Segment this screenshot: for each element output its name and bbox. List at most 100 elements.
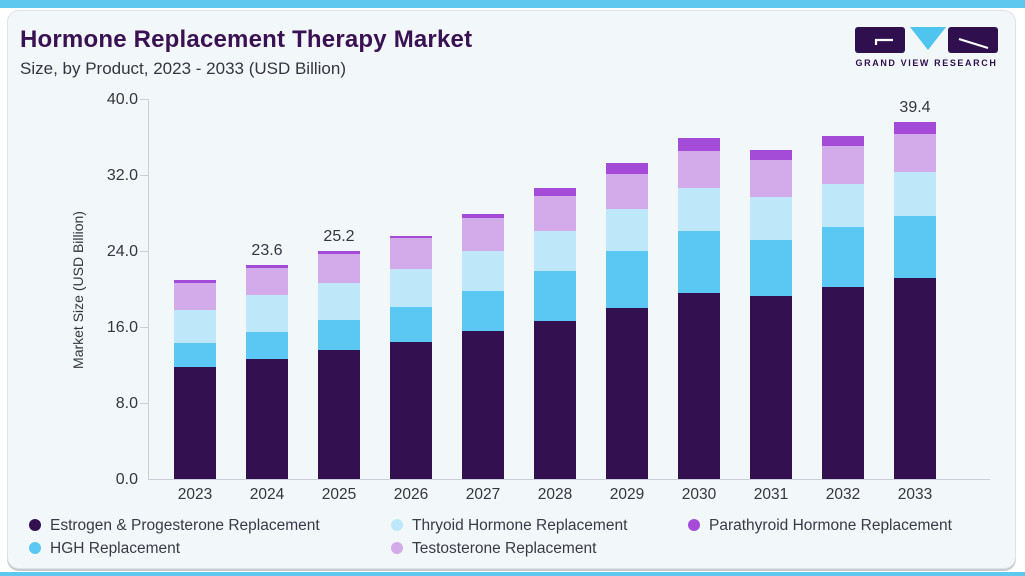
bar-2032-thryoid-hormone-replacement: [822, 183, 864, 227]
bar-2032-hgh-replacement: [822, 226, 864, 288]
x-axis-line: [148, 479, 990, 480]
legend-dot-thryoid-hormone-replacement: [391, 519, 403, 531]
bar-2033-testosterone-replacement: [894, 134, 936, 173]
x-axis-label-2025: 2025: [321, 486, 357, 503]
bar-2023-thryoid-hormone-replacement: [174, 309, 216, 344]
bar-2023-estrogen-progesterone-replacement: [174, 366, 216, 479]
bar-2025-estrogen-progesterone-replacement: [318, 350, 360, 479]
bar-2023-parathyroid-hormone-replacement: [174, 279, 216, 283]
bar-2029-parathyroid-hormone-replacement: [606, 163, 648, 174]
legend-dot-estrogen-progesterone-replacement: [29, 519, 41, 531]
y-tick-mark: [140, 327, 148, 328]
bar-2026-testosterone-replacement: [390, 238, 432, 270]
bar-2026-thryoid-hormone-replacement: [390, 269, 432, 308]
bar-2028-parathyroid-hormone-replacement: [534, 187, 576, 196]
y-tick-mark: [140, 403, 148, 404]
x-axis-label-2030: 2030: [681, 486, 717, 503]
bar-2028-estrogen-progesterone-replacement: [534, 320, 576, 479]
bar-2031-estrogen-progesterone-replacement: [750, 296, 792, 479]
bar-2027-estrogen-progesterone-replacement: [462, 331, 504, 479]
bar-2027-parathyroid-hormone-replacement: [462, 213, 504, 219]
bar-2032-estrogen-progesterone-replacement: [822, 287, 864, 479]
legend-label-parathyroid-hormone-replacement: Parathyroid Hormone Replacement: [709, 517, 952, 534]
y-tick-mark: [140, 251, 148, 252]
bar-2029-estrogen-progesterone-replacement: [606, 307, 648, 479]
bar-2033-hgh-replacement: [894, 215, 936, 279]
y-axis-title: Market Size (USD Billion): [70, 211, 86, 369]
legend-dot-testosterone-replacement: [391, 542, 403, 554]
y-tick-label: 24.0: [106, 243, 138, 260]
y-axis-line: [148, 99, 149, 480]
bar-2028-testosterone-replacement: [534, 195, 576, 232]
x-axis-label-2031: 2031: [753, 486, 789, 503]
bar-2026-parathyroid-hormone-replacement: [390, 235, 432, 239]
bar-2023-hgh-replacement: [174, 343, 216, 367]
bar-2030-estrogen-progesterone-replacement: [678, 293, 720, 479]
grand-view-research-logo: GRAND VIEW RESEARCH: [855, 27, 998, 69]
gvr-logo-text: GRAND VIEW RESEARCH: [855, 58, 998, 68]
legend-dot-parathyroid-hormone-replacement: [688, 519, 700, 531]
page-title: Hormone Replacement Therapy Market: [20, 26, 473, 53]
y-tick-label: 0.0: [115, 471, 138, 488]
x-axis-label-2026: 2026: [393, 486, 429, 503]
bar-2031-thryoid-hormone-replacement: [750, 196, 792, 241]
bar-2027-testosterone-replacement: [462, 218, 504, 251]
bar-2030-hgh-replacement: [678, 231, 720, 294]
bar-2030-testosterone-replacement: [678, 151, 720, 189]
bar-2029-testosterone-replacement: [606, 174, 648, 210]
legend-label-hgh-replacement: HGH Replacement: [50, 540, 181, 557]
x-axis-label-2024: 2024: [249, 486, 285, 503]
bar-2024-hgh-replacement: [246, 332, 288, 359]
legend-label-testosterone-replacement: Testosterone Replacement: [412, 540, 597, 557]
bar-2028-hgh-replacement: [534, 270, 576, 321]
bar-2025-parathyroid-hormone-replacement: [318, 250, 360, 254]
bar-2030-thryoid-hormone-replacement: [678, 188, 720, 232]
x-axis-label-2032: 2032: [825, 486, 861, 503]
y-tick-label: 40.0: [106, 91, 138, 108]
bar-2031-hgh-replacement: [750, 240, 792, 297]
bar-2024-estrogen-progesterone-replacement: [246, 358, 288, 479]
bar-2032-testosterone-replacement: [822, 145, 864, 184]
bar-2032-parathyroid-hormone-replacement: [822, 136, 864, 146]
y-tick-label: 16.0: [106, 319, 138, 336]
y-tick-label: 32.0: [106, 167, 138, 184]
bar-total-label-2025: 25.2: [323, 227, 355, 245]
bar-2031-testosterone-replacement: [750, 159, 792, 197]
bar-2025-testosterone-replacement: [318, 253, 360, 283]
top-accent-strip: [0, 0, 1025, 8]
bar-total-label-2033: 39.4: [899, 99, 931, 117]
legend-dot-hgh-replacement: [29, 542, 41, 554]
bar-2024-thryoid-hormone-replacement: [246, 295, 288, 333]
x-axis-label-2029: 2029: [609, 486, 645, 503]
page-subtitle: Size, by Product, 2023 - 2033 (USD Billi…: [20, 59, 346, 78]
bar-total-label-2024: 23.6: [251, 242, 283, 260]
bar-2029-hgh-replacement: [606, 250, 648, 308]
bar-2029-thryoid-hormone-replacement: [606, 209, 648, 251]
bar-2027-hgh-replacement: [462, 290, 504, 332]
x-axis-label-2027: 2027: [465, 486, 501, 503]
x-axis-label-2033: 2033: [897, 486, 933, 503]
y-tick-mark: [140, 175, 148, 176]
bar-2024-parathyroid-hormone-replacement: [246, 265, 288, 269]
legend-label-thryoid-hormone-replacement: Thryoid Hormone Replacement: [412, 517, 628, 534]
bar-2027-thryoid-hormone-replacement: [462, 250, 504, 291]
legend-label-estrogen-progesterone-replacement: Estrogen & Progesterone Replacement: [50, 517, 320, 534]
bar-2024-testosterone-replacement: [246, 268, 288, 296]
bottom-accent-strip: [0, 572, 1025, 576]
bar-2033-thryoid-hormone-replacement: [894, 172, 936, 216]
bar-2030-parathyroid-hormone-replacement: [678, 137, 720, 152]
bar-2026-hgh-replacement: [390, 307, 432, 343]
x-axis-label-2023: 2023: [177, 486, 213, 503]
bar-2033-parathyroid-hormone-replacement: [894, 122, 936, 135]
bar-2025-hgh-replacement: [318, 319, 360, 351]
bar-2033-estrogen-progesterone-replacement: [894, 278, 936, 479]
bar-2025-thryoid-hormone-replacement: [318, 282, 360, 320]
bar-2028-thryoid-hormone-replacement: [534, 231, 576, 271]
bar-2026-estrogen-progesterone-replacement: [390, 342, 432, 479]
y-tick-mark: [140, 99, 148, 100]
bar-2023-testosterone-replacement: [174, 282, 216, 310]
x-axis-label-2028: 2028: [537, 486, 573, 503]
y-tick-label: 8.0: [115, 395, 138, 412]
bar-2031-parathyroid-hormone-replacement: [750, 149, 792, 160]
